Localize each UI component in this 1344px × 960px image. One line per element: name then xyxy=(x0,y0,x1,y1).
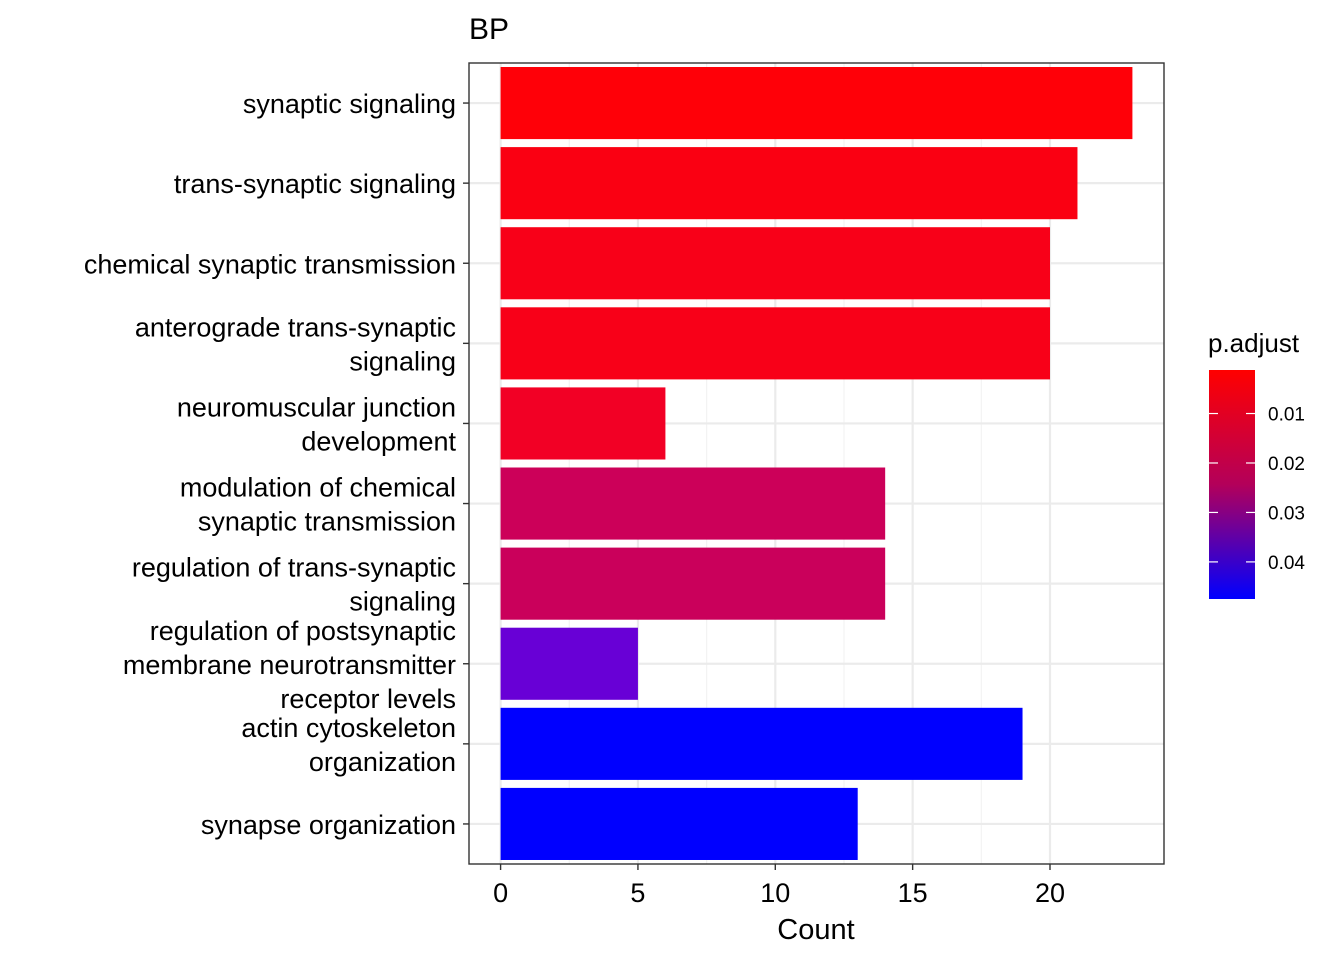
legend-title: p.adjust xyxy=(1208,328,1300,358)
y-tick-label: actin cytoskeleton xyxy=(241,713,456,743)
y-tick-label: regulation of postsynaptic xyxy=(150,616,456,646)
legend-ticks: 0.01 0.02 0.03 0.04 xyxy=(1209,405,1305,574)
y-tick-label: chemical synaptic transmission xyxy=(84,249,456,279)
x-tick-label: 10 xyxy=(760,878,790,908)
bar xyxy=(500,547,886,620)
bar xyxy=(500,67,1133,140)
y-tick-label: receptor levels xyxy=(280,684,456,714)
y-tick-label: anterograde trans-synaptic xyxy=(135,312,456,342)
y-tick-label: synaptic signaling xyxy=(243,89,456,119)
y-tick-label: modulation of chemical xyxy=(180,473,456,503)
plot-panel-border xyxy=(468,62,1165,865)
x-tick-label: 5 xyxy=(630,878,645,908)
bar xyxy=(500,787,858,860)
legend-tick-label: 0.04 xyxy=(1268,553,1305,574)
y-tick-label: development xyxy=(301,426,456,456)
y-tick-label: synapse organization xyxy=(201,810,456,840)
bar xyxy=(500,307,1050,380)
bar xyxy=(500,387,666,460)
y-tick-label: regulation of trans-synaptic xyxy=(132,553,456,583)
x-tick-label: 15 xyxy=(898,878,928,908)
y-tick-label: signaling xyxy=(349,346,456,376)
bar xyxy=(500,227,1050,300)
y-tick-label: membrane neurotransmitter xyxy=(123,650,456,680)
color-legend: p.adjust 0.01 0.02 0.03 0.04 xyxy=(1208,328,1305,599)
y-tick-label: neuromuscular junction xyxy=(177,392,456,422)
legend-tick-label: 0.01 xyxy=(1268,405,1305,426)
y-tick-label: signaling xyxy=(349,587,456,617)
y-tick-label: organization xyxy=(309,747,456,777)
bar xyxy=(500,707,1023,780)
bar xyxy=(500,467,886,540)
x-axis: 0 5 10 15 20 xyxy=(493,864,1065,908)
legend-tick-label: 0.03 xyxy=(1268,503,1305,524)
legend-tick-label: 0.02 xyxy=(1268,454,1305,475)
legend-colorbar xyxy=(1209,370,1255,599)
bar-layer xyxy=(500,67,1133,860)
bar xyxy=(500,627,638,700)
y-tick-label: trans-synaptic signaling xyxy=(174,169,456,199)
x-axis-title: Count xyxy=(777,914,854,946)
y-tick-label: synaptic transmission xyxy=(198,507,456,537)
x-tick-label: 0 xyxy=(493,878,508,908)
chart-title: BP xyxy=(469,13,509,46)
x-tick-label: 20 xyxy=(1035,878,1065,908)
y-axis: synaptic signaling trans-synaptic signali… xyxy=(84,89,469,840)
bar xyxy=(500,147,1078,220)
